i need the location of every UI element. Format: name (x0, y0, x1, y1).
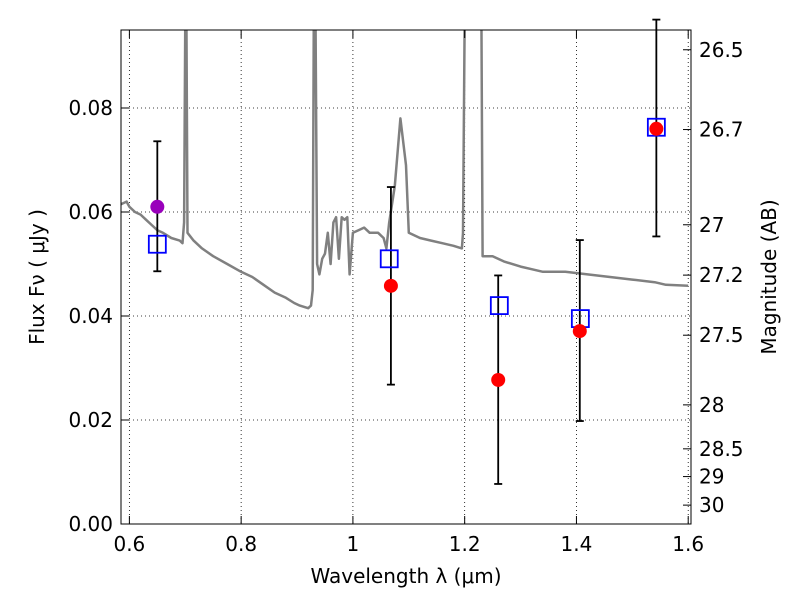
x-axis-label: Wavelength λ (μm) (310, 564, 501, 588)
x-tick-label: 0.8 (225, 532, 257, 556)
plot-frame (120, 29, 692, 525)
y-axis-right-label: Magnitude (AB) (757, 199, 781, 354)
observed-data-point (649, 121, 664, 136)
x-tick-label: 1.4 (561, 532, 593, 556)
observed-data-point (383, 278, 398, 293)
model-photometry-square (379, 249, 399, 269)
model-photometry-square (489, 296, 509, 316)
mag-tick-label: 28 (699, 393, 724, 417)
x-tick-label: 1.6 (672, 532, 704, 556)
x-tick-label: 0.6 (113, 532, 145, 556)
mag-tick-label: 27 (699, 213, 724, 237)
mag-tick-label: 28.5 (699, 437, 744, 461)
observed-data-point (572, 324, 587, 339)
y-tick-label: 0.00 (68, 512, 113, 536)
y-tick-label: 0.08 (68, 96, 113, 120)
mag-tick-label: 26.7 (699, 118, 744, 142)
x-tick-label: 1 (347, 532, 360, 556)
mag-tick-label: 30 (699, 493, 724, 517)
mag-tick-label: 27.5 (699, 323, 744, 347)
mag-tick-label: 26.5 (699, 38, 744, 62)
y-axis-label: Flux Fν ( μJy ) (25, 209, 49, 345)
model-photometry-square (147, 234, 167, 254)
observed-data-point (491, 372, 506, 387)
marks-layer (147, 18, 666, 485)
x-tick-label: 1.2 (449, 532, 481, 556)
mag-tick-label: 27.2 (699, 263, 744, 287)
ticks-layer: 0.6 0.8 1 1.2 1.4 1.6 0.00 0.02 0.04 0.06 0.08 26.5… (68, 30, 744, 556)
model-spectrum-line (121, 30, 689, 310)
mag-tick-label: 29 (699, 465, 724, 489)
y-tick-label: 0.04 (68, 304, 113, 328)
y-tick-label: 0.06 (68, 200, 113, 224)
observed-data-point (150, 199, 165, 214)
y-tick-label: 0.02 (68, 408, 113, 432)
